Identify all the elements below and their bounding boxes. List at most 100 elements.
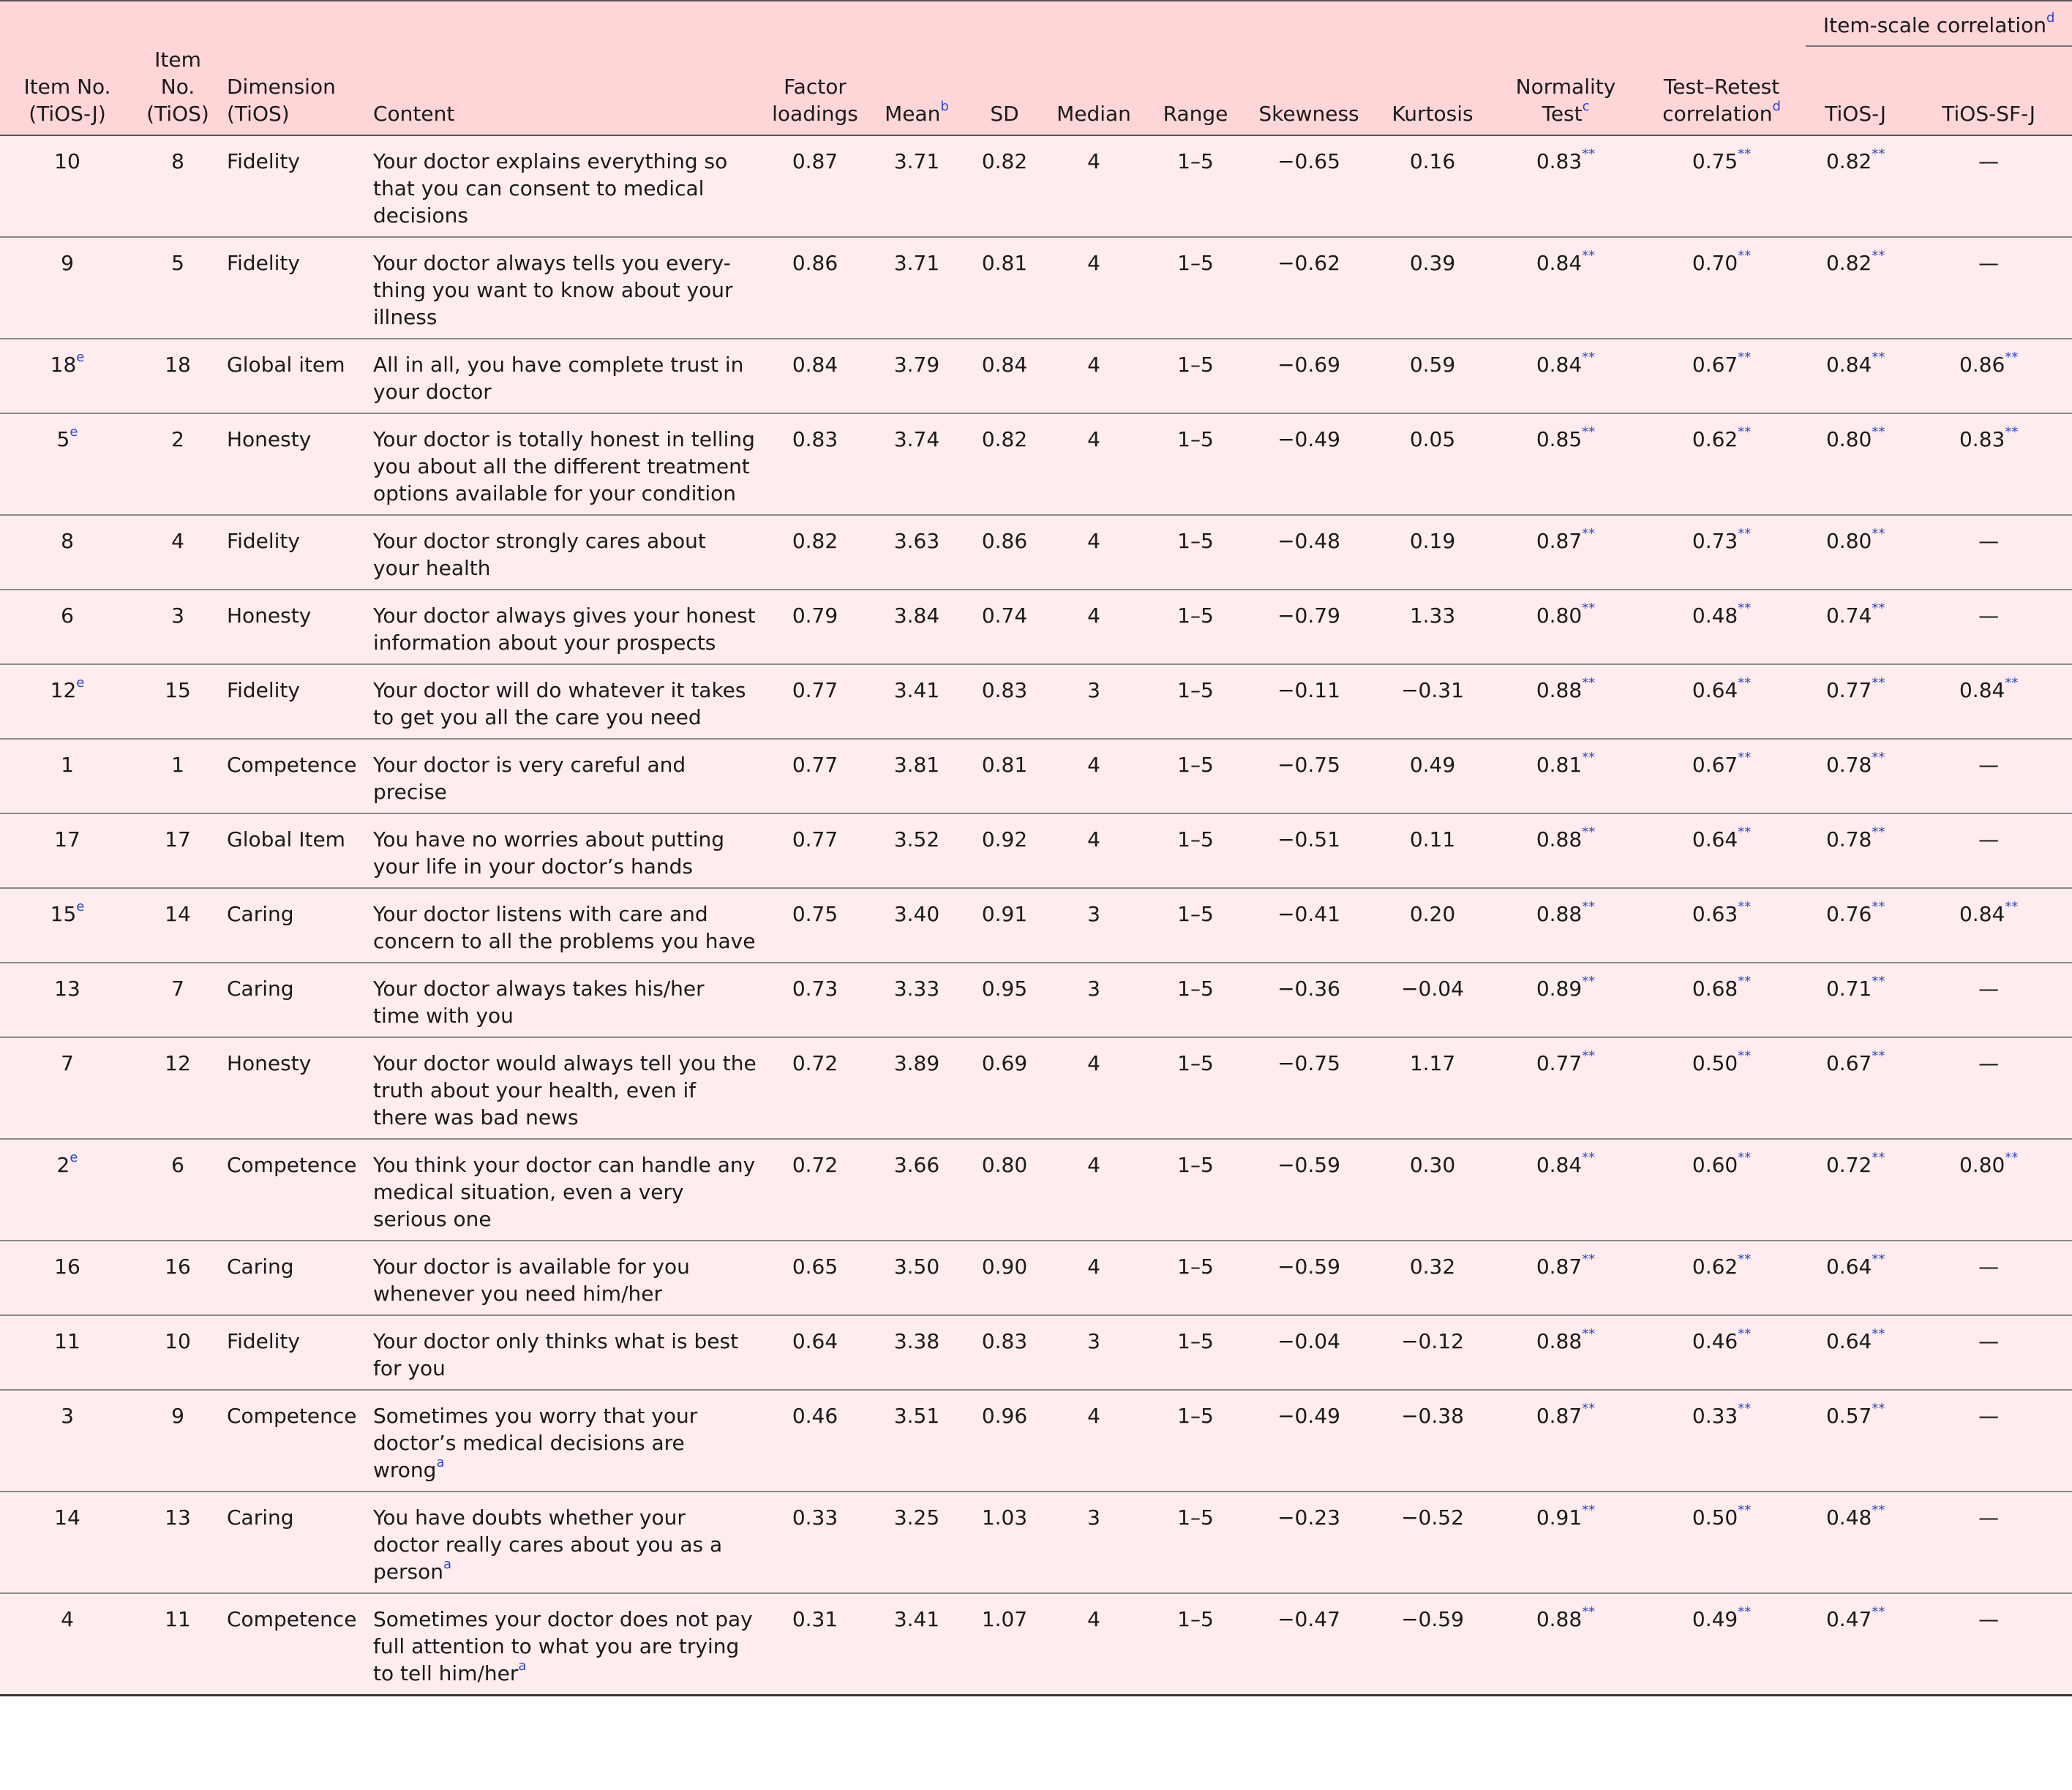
cell-factor: 0.64 [762,1315,868,1390]
column-header-label: Range [1163,102,1228,126]
cell-mean: 3.63 [868,514,966,590]
column-header-range: Range [1144,46,1247,136]
cell-dim: Global Item [221,813,367,888]
significance-marker: ** [1582,1604,1596,1620]
significance-marker: ** [1738,750,1752,765]
cell-value: 0.81 [981,753,1028,777]
cell-median: 4 [1043,1037,1144,1139]
cell-item_t: 17 [135,813,221,888]
cell-value: 0.84 [1959,902,2005,926]
cell-tiossf: — [1905,738,2072,813]
column-header-kurt: Kurtosis [1371,46,1494,136]
table-row: 12e 15 Fidelity Your doctor will do whateve… [0,663,2072,739]
column-header-label: Dimension (TiOS) [227,75,336,126]
significance-marker: ** [1738,974,1752,989]
column-header-label: TiOS-J [1825,102,1887,126]
significance-marker: ** [1872,1503,1885,1518]
column-header-label: Normality Test [1515,75,1616,126]
cell-factor: 0.31 [762,1592,868,1696]
footnote-marker: e [76,899,85,914]
column-header-median: Median [1043,46,1144,136]
cell-kurt: −0.59 [1371,1592,1494,1696]
cell-item_t: 18 [135,338,221,413]
significance-marker: ** [1738,146,1752,162]
cell-value: 0.78 [1825,827,1872,851]
cell-item_t: 11 [135,1592,221,1696]
cell-value: 0.83 [792,427,838,451]
significance-marker: ** [2005,1150,2019,1165]
cell-value: 1–5 [1177,1153,1214,1177]
cell-value: Caring [227,977,294,1001]
cell-value: 0.69 [981,1051,1028,1075]
column-header-label: Content [373,102,455,126]
cell-value: −0.04 [1277,1329,1340,1353]
cell-value: 0.88 [1536,902,1583,926]
column-header-label: Kurtosis [1392,102,1474,126]
cell-value: 9 [61,251,74,275]
cell-value: 1–5 [1177,427,1214,451]
cell-value: 0.33 [1692,1404,1738,1428]
cell-value: — [1978,827,2000,851]
cell-tiosj: 0.82** [1806,135,1906,237]
significance-marker: ** [1872,526,1885,541]
cell-ttr: 0.67** [1637,738,1806,813]
cell-ttr: 0.50** [1637,1037,1806,1139]
footnote-marker: e [76,675,85,691]
cell-value: 0.81 [981,251,1028,275]
cell-value: 16 [54,1255,80,1279]
cell-value: 0.80 [1825,427,1872,451]
cell-tiosj: 0.78** [1806,813,1906,888]
cell-value: Fidelity [227,529,300,553]
cell-value: 0.87 [792,149,838,173]
cell-value: 4 [1087,1255,1100,1279]
cell-skew: −0.65 [1247,135,1371,237]
cell-tiosj: 0.72** [1806,1138,1906,1241]
cell-value: 5 [56,427,70,451]
cell-value: −0.31 [1401,678,1464,702]
cell-value: 0.87 [1536,529,1583,553]
cell-tiosj: 0.67** [1806,1037,1906,1139]
cell-tiosj: 0.80** [1806,413,1906,515]
cell-skew: −0.49 [1247,1389,1371,1492]
cell-value: Competence [227,1404,357,1428]
significance-marker: ** [1582,1401,1596,1416]
cell-content: Your doctor will do whatever it takes to… [367,663,762,739]
cell-value: −0.48 [1277,529,1340,553]
cell-skew: −0.62 [1247,236,1371,339]
cell-value: 17 [165,827,191,851]
cell-range: 1–5 [1144,887,1247,963]
cell-value: 0.77 [1536,1051,1583,1075]
cell-item_j: 4 [0,1592,135,1696]
cell-value: 3 [1087,902,1100,926]
cell-content: Your doctor explains everything so that … [367,135,762,237]
cell-value: Your doctor always gives your honest inf… [373,603,756,655]
cell-skew: −0.59 [1247,1240,1371,1315]
cell-tiossf: — [1905,1389,2072,1492]
cell-value: 0.62 [1692,427,1738,451]
cell-value: 0.86 [1959,353,2005,377]
cell-value: 0.80 [1536,603,1583,628]
cell-item_j: 15e [0,887,135,963]
cell-value: 0.83 [1959,427,2005,451]
header-group-row: Item-scale correlationd [0,1,2072,47]
cell-value: 4 [61,1607,74,1631]
cell-value: 0.80 [981,1153,1028,1177]
cell-value: 4 [1087,427,1100,451]
item-scale-correlation-header: Item-scale correlationd [1806,1,2072,47]
cell-mean: 3.79 [868,338,966,413]
cell-dim: Caring [221,1240,367,1315]
cell-content: Your doctor is available for you wheneve… [367,1240,762,1315]
cell-norm: 0.88** [1494,887,1637,963]
footnote-marker: a [443,1557,452,1572]
cell-value: 3.66 [893,1153,940,1177]
cell-value: 0.20 [1409,902,1456,926]
cell-value: −0.51 [1277,827,1340,851]
cell-factor: 0.84 [762,338,868,413]
cell-range: 1–5 [1144,514,1247,590]
cell-value: 4 [1087,251,1100,275]
cell-skew: −0.51 [1247,813,1371,888]
footnote-marker: a [436,1455,445,1470]
cell-value: — [1978,1051,2000,1075]
cell-value: 4 [1087,1153,1100,1177]
column-header-label: Item No. (TiOS-J) [23,75,111,126]
